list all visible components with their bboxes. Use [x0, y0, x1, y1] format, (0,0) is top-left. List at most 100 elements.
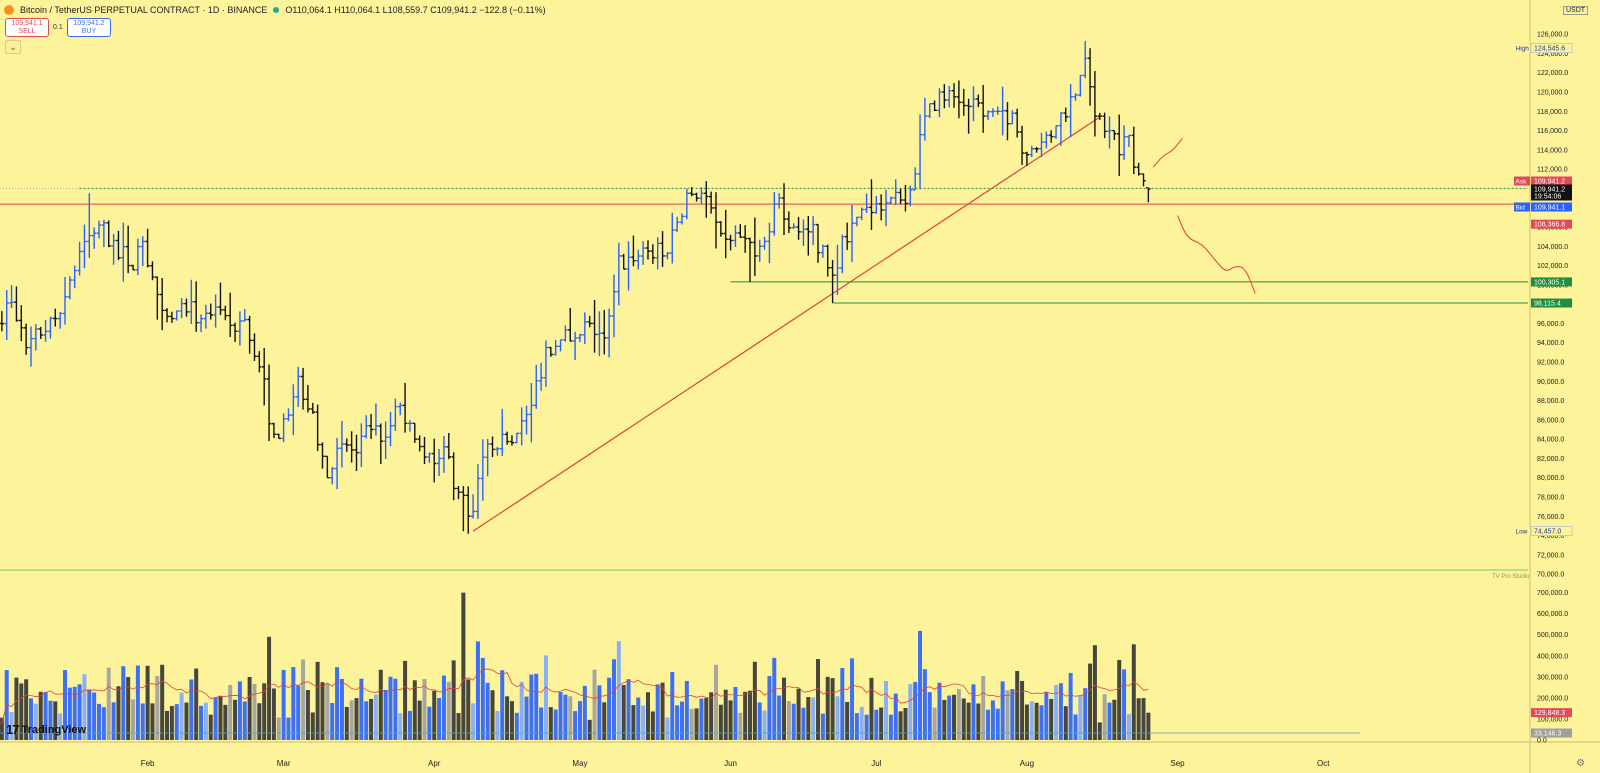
ohlc-bar: [1083, 41, 1088, 79]
chevron-down-icon[interactable]: ⌄: [5, 40, 21, 54]
volume-bar: [422, 679, 427, 740]
ohlc-bar: [300, 367, 306, 410]
price-tick-label: 74,000.0: [1537, 533, 1564, 540]
volume-bar: [344, 706, 349, 740]
ohlc-bar: [1058, 112, 1064, 146]
price-axis-label-green: 100,305.1: [1531, 277, 1572, 287]
ohlc-bar: [189, 279, 194, 324]
volume-bar: [1073, 714, 1078, 740]
ohlc-bar: [806, 215, 811, 256]
volume-bar: [660, 682, 665, 740]
price-tick-label: 88,000.0: [1537, 398, 1564, 405]
price-axis-label-last: 109,941.219:54:06: [1531, 184, 1572, 201]
bitcoin-icon: [4, 5, 14, 15]
ohlc-bar: [432, 438, 437, 483]
volume-bar: [728, 700, 733, 740]
buy-label: BUY: [81, 27, 97, 35]
volume-tick-label: 700,000.0: [1537, 590, 1568, 597]
ohlc-bar: [388, 411, 393, 447]
ohlc-bar: [762, 236, 767, 250]
volume-bar: [509, 701, 514, 740]
price-label-box: [1531, 298, 1572, 308]
ohlc-bar: [422, 436, 427, 465]
ohlc-bar: [77, 241, 82, 276]
ohlc-bar: [257, 351, 262, 373]
price-tick-label: 86,000.0: [1537, 417, 1564, 424]
volume-bar: [485, 682, 490, 740]
volume-tick-label: 300,000.0: [1537, 674, 1568, 681]
currency-label[interactable]: USDT: [1563, 6, 1589, 15]
ohlc-bar: [548, 346, 554, 357]
ohlc-bar: [334, 437, 340, 490]
ohlc-bar: [1087, 48, 1093, 106]
volume-bar: [29, 698, 34, 740]
ohlc-bar: [631, 235, 636, 267]
volume-bar: [471, 703, 476, 740]
gear-icon[interactable]: ⚙: [1576, 758, 1585, 769]
volume-bar: [1092, 645, 1097, 740]
volume-bar: [446, 681, 451, 740]
volume-bar: [539, 707, 544, 740]
volume-bar: [679, 701, 684, 740]
ohlc-bar: [1039, 132, 1044, 158]
price-label-value: 109,941.1: [1534, 204, 1565, 211]
price-label-box: [1531, 219, 1572, 229]
ohlc-bar: [1078, 74, 1083, 97]
volume-bar: [704, 697, 709, 740]
ohlc-bar: [1063, 107, 1068, 122]
ohlc-bar: [305, 385, 311, 413]
volume-bar: [257, 703, 262, 740]
ohlc-bar: [48, 316, 53, 339]
ohlc-bar: [592, 300, 597, 353]
ohlc-bar: [742, 225, 748, 253]
ohlc-bar: [830, 259, 835, 304]
ohlc-bar: [752, 217, 758, 276]
ohlc-bar: [276, 433, 281, 440]
ohlc-bar: [0, 311, 5, 332]
volume-bar: [407, 710, 412, 740]
volume-bar: [1015, 670, 1020, 740]
volume-bar: [1117, 659, 1122, 740]
volume-bar: [825, 676, 830, 740]
price-tick-label: 120,000.0: [1537, 90, 1568, 97]
volume-bar: [845, 701, 850, 740]
ohlc-bar: [582, 312, 588, 344]
time-tick-label: Sep: [1170, 759, 1185, 768]
price-tick-label: 84,000.0: [1537, 437, 1564, 444]
volume-bar: [223, 704, 228, 740]
buy-button[interactable]: 109,941.2 BUY: [67, 18, 111, 37]
volume-bar: [859, 706, 864, 740]
volume-bar: [903, 708, 908, 740]
sell-button[interactable]: 109,941.1 SELL: [5, 18, 49, 37]
ohlc-bar: [1097, 112, 1102, 120]
ohlc-bar: [835, 244, 840, 295]
volume-bar: [718, 704, 723, 740]
ohlc-bar: [956, 80, 962, 119]
volume-bar: [1044, 692, 1049, 740]
ohlc-bar: [626, 241, 631, 291]
ohlc-bar: [23, 323, 29, 355]
ohlc-bar: [242, 309, 247, 322]
volume-bar: [971, 684, 976, 740]
volume-bar: [670, 671, 675, 740]
volume-bar: [519, 681, 524, 740]
trendline: [472, 116, 1101, 532]
volume-bar: [592, 669, 597, 740]
ohlc-bar: [140, 236, 145, 267]
ohlc-bar: [179, 298, 184, 319]
volume-bar: [194, 668, 199, 740]
volume-bar: [1010, 689, 1015, 740]
volume-bar: [626, 679, 631, 740]
symbol-title[interactable]: Bitcoin / TetherUS PERPETUAL CONTRACT · …: [20, 5, 268, 15]
ohlc-bar: [1126, 134, 1132, 147]
volume-bar: [38, 691, 43, 740]
spread-value: 0.1: [53, 24, 63, 31]
freehand-drawing: [1152, 137, 1183, 168]
ohlc-bar: [577, 333, 583, 343]
volume-bar: [777, 695, 782, 740]
volume-bar: [655, 684, 660, 740]
ohlc-bar: [1010, 110, 1015, 125]
ohlc-bar: [1024, 151, 1030, 166]
ohlc-bar: [96, 220, 102, 239]
